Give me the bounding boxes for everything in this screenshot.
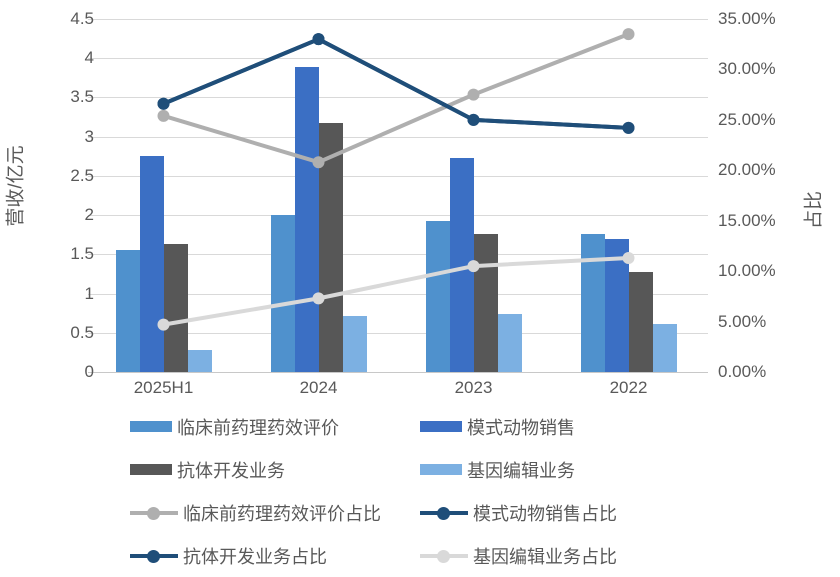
- right-axis-tick-label: 10.00%: [718, 261, 776, 281]
- line-series: [161, 32, 631, 165]
- legend-line-marker-icon: [420, 549, 468, 563]
- left-axis-tick-label: 3.5: [70, 87, 94, 107]
- left-axis-tick-label: 1.5: [70, 244, 94, 264]
- legend-row: 临床前药理药效评价占比 模式动物销售占比: [0, 491, 840, 534]
- line-marker: [622, 121, 635, 134]
- legend-line-marker-icon: [420, 506, 468, 520]
- right-axis-tick-label: 15.00%: [718, 210, 776, 230]
- left-axis-tick-label: 1: [84, 283, 94, 303]
- legend-color-swatch: [420, 464, 462, 475]
- gridline: [88, 19, 708, 20]
- bar: [187, 350, 212, 372]
- bar: [342, 315, 367, 372]
- chart-legend: 临床前药理药效评价 模式动物销售抗体开发业务 基因编辑业务临床前药理药效评价占比 模式…: [0, 405, 840, 577]
- gridline: [88, 175, 708, 177]
- left-axis-tick-label: 0.5: [70, 322, 94, 342]
- line-series: [161, 256, 631, 327]
- x-axis-tick-label: 2023: [454, 378, 493, 397]
- legend-item[interactable]: 抗体开发业务占比: [130, 543, 420, 569]
- bar: [270, 215, 295, 372]
- right-axis-title: 占比: [803, 190, 825, 230]
- gridline: [88, 215, 708, 217]
- x-axis-tick-label: 2025H1: [133, 378, 194, 397]
- legend-item-label: 抗体开发业务: [177, 460, 285, 481]
- line-marker: [467, 113, 480, 126]
- plot-area: [88, 19, 708, 373]
- left-axis-tick-label: 2.5: [70, 165, 94, 185]
- x-axis-tick-label: 2022: [609, 378, 648, 397]
- line-marker: [622, 28, 635, 41]
- line-marker: [312, 33, 325, 46]
- right-axis-tick-label: 5.00%: [718, 311, 767, 331]
- lines-layer: [157, 28, 635, 331]
- gridline: [88, 254, 708, 256]
- legend-item-label: 基因编辑业务: [467, 460, 575, 481]
- legend-item-label: 模式动物销售占比: [473, 503, 617, 524]
- legend-item-label: 抗体开发业务占比: [183, 546, 327, 567]
- bar: [580, 233, 605, 372]
- x-axis-line: [88, 372, 708, 373]
- gridline: [88, 97, 708, 99]
- bar: [497, 313, 522, 372]
- right-axis-tick-label: 20.00%: [718, 160, 776, 180]
- legend-item-label: 临床前药理药效评价占比: [183, 503, 381, 524]
- legend-item[interactable]: 模式动物销售占比: [420, 500, 710, 526]
- gridline: [88, 293, 708, 295]
- bar: [425, 221, 450, 372]
- legend-row: 抗体开发业务 基因编辑业务: [0, 448, 840, 491]
- left-axis-tick-label: 4.5: [70, 9, 94, 28]
- bar: [628, 271, 653, 372]
- line-marker: [157, 318, 170, 331]
- legend-color-swatch: [420, 421, 462, 432]
- bar: [473, 233, 498, 372]
- right-axis-tick-label: 30.00%: [718, 59, 776, 79]
- legend-item-label: 临床前药理药效评价: [177, 417, 339, 438]
- line-series: [161, 37, 631, 130]
- line-marker: [157, 97, 170, 110]
- legend-item[interactable]: 基因编辑业务: [420, 457, 710, 483]
- legend-line-marker-icon: [130, 549, 178, 563]
- bar: [294, 66, 319, 372]
- left-axis-tick-label: 0: [84, 362, 94, 381]
- line-marker: [467, 88, 480, 101]
- line-marker: [467, 260, 480, 273]
- left-axis-title: 营收/亿元: [5, 145, 27, 227]
- legend-row: 抗体开发业务占比 基因编辑业务占比: [0, 534, 840, 577]
- line-marker: [157, 109, 170, 122]
- legend-item[interactable]: 临床前药理药效评价: [130, 414, 420, 440]
- bar: [163, 244, 188, 372]
- legend-item-label: 基因编辑业务占比: [473, 546, 617, 567]
- legend-item-label: 模式动物销售: [467, 417, 575, 438]
- legend-item[interactable]: 基因编辑业务占比: [420, 543, 710, 569]
- right-axis-tick-label: 25.00%: [718, 109, 776, 129]
- line-series: [161, 37, 631, 130]
- right-axis-tick-label: 35.00%: [718, 9, 776, 28]
- left-axis-tick-label: 3: [84, 126, 94, 146]
- legend-item[interactable]: 抗体开发业务: [130, 457, 420, 483]
- left-axis-tick-label: 4: [84, 48, 94, 68]
- line-marker: [312, 156, 325, 169]
- line-marker: [312, 292, 325, 305]
- legend-item[interactable]: 模式动物销售: [420, 414, 710, 440]
- bar: [115, 250, 140, 372]
- legend-row: 临床前药理药效评价 模式动物销售: [0, 405, 840, 448]
- legend-color-swatch: [130, 464, 172, 475]
- legend-item[interactable]: 临床前药理药效评价占比: [130, 500, 420, 526]
- left-axis-tick-label: 2: [84, 205, 94, 225]
- gridline: [88, 136, 708, 138]
- gridline: [88, 332, 708, 334]
- legend-color-swatch: [130, 421, 172, 432]
- line-marker: [622, 252, 635, 265]
- bar: [652, 324, 677, 372]
- right-axis-tick-label: 0.00%: [718, 362, 767, 381]
- gridline: [88, 58, 708, 60]
- bar: [139, 156, 164, 372]
- x-axis-tick-label: 2024: [299, 378, 338, 397]
- legend-line-marker-icon: [130, 506, 178, 520]
